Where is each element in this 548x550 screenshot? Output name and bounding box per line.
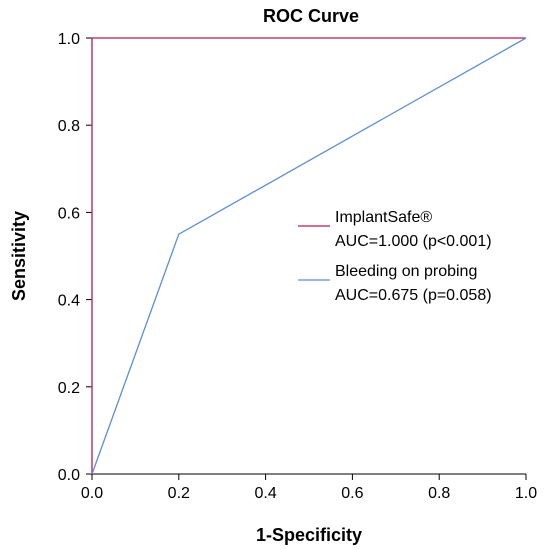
y-tick-label: 0.0 — [58, 467, 80, 484]
y-axis-label: Sensitivity — [9, 211, 29, 301]
x-axis-label: 1-Specificity — [256, 525, 362, 545]
x-tick-label: 0.2 — [168, 485, 190, 502]
legend-label: ImplantSafe® — [335, 209, 432, 226]
legend-auc-label: AUC=0.675 (p=0.058) — [335, 287, 492, 304]
series-line-implantsafe — [91, 37, 526, 474]
x-tick-label: 0.8 — [428, 485, 450, 502]
series-layer — [91, 37, 527, 475]
y-tick-label: 1.0 — [58, 31, 80, 48]
y-tick-label: 0.8 — [58, 118, 80, 135]
y-axis: 0.0 0.2 0.4 0.6 0.8 1.0 — [58, 31, 92, 484]
x-axis: 0.0 0.2 0.4 0.6 0.8 1.0 — [81, 474, 537, 502]
x-tick-label: 0.4 — [254, 485, 276, 502]
legend-auc-label: AUC=1.000 (p<0.001) — [335, 233, 492, 250]
x-tick-label: 0.6 — [341, 485, 363, 502]
chart-title: ROC Curve — [263, 6, 359, 26]
series-line-bleeding-on-probing — [91, 37, 527, 475]
plot-area — [91, 38, 526, 475]
legend-label: Bleeding on probing — [335, 263, 477, 280]
legend: ImplantSafe® AUC=1.000 (p<0.001) Bleeding … — [298, 209, 492, 304]
y-tick-label: 0.2 — [58, 380, 80, 397]
y-tick-label: 0.6 — [58, 205, 80, 222]
x-tick-label: 0.0 — [81, 485, 103, 502]
x-tick-label: 1.0 — [515, 485, 537, 502]
y-tick-label: 0.4 — [58, 293, 80, 310]
